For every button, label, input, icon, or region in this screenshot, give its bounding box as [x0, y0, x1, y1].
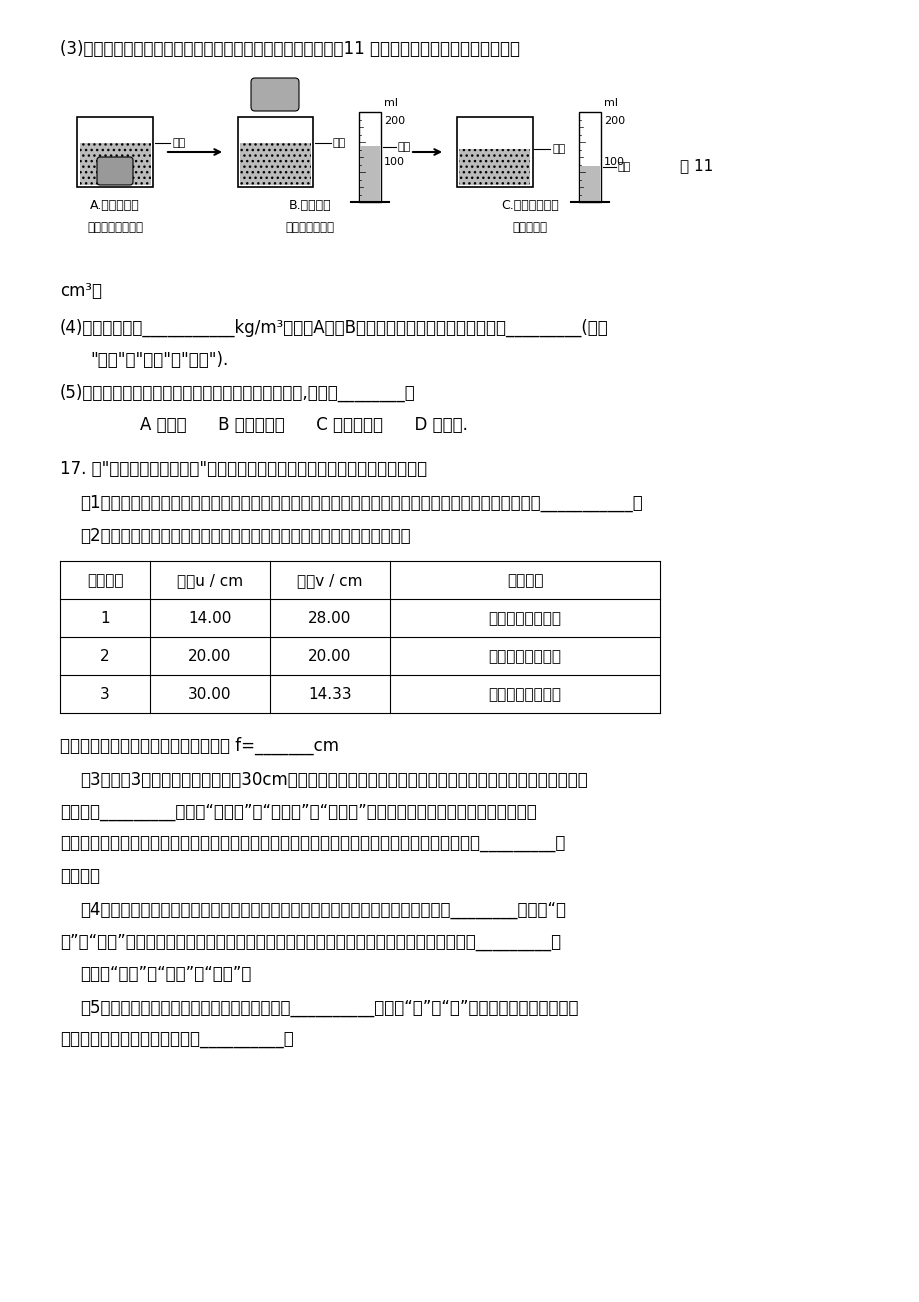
Text: 实验序号: 实验序号	[86, 573, 123, 587]
Text: 物距u / cm: 物距u / cm	[176, 573, 243, 587]
Text: (4)矿石的密度是___________kg/m³，从图A到图B的操作引起的密度测量值比真实值_________(选填: (4)矿石的密度是___________kg/m³，从图A到图B的操作引起的密度…	[60, 319, 608, 337]
Bar	[578, 112, 600, 202]
Text: 20.00: 20.00	[308, 648, 351, 664]
Text: 近”或“远离”）透镜的方向移动才能在光屏上得到清晰的像。在此过程中像的大小变化情况是_________。: 近”或“远离”）透镜的方向移动才能在光屏上得到清晰的像。在此过程中像的大小变化情…	[60, 932, 561, 950]
Text: ml: ml	[383, 98, 398, 108]
Bar	[457, 117, 532, 187]
Text: （3）实验3中把烛焰放在距凸透镜30cm处时，在凸透镜的另一侧移动光屏，会在光屏上得到一个清晰的像，: （3）实验3中把烛焰放在距凸透镜30cm处时，在凸透镜的另一侧移动光屏，会在光屏…	[80, 771, 587, 789]
Text: 镜的位置不变，将蜡烛与光屏的位置对调后，在光屏上也会出现一个清晰的像，这时所成的像是_________、: 镜的位置不变，将蜡烛与光屏的位置对调后，在光屏上也会出现一个清晰的像，这时所成的…	[60, 835, 565, 853]
Text: B.取出矿石: B.取出矿石	[289, 199, 331, 212]
Text: 100: 100	[604, 156, 624, 167]
Bar	[239, 143, 311, 185]
Text: 杯中至标记: 杯中至标记	[512, 221, 547, 234]
Text: 标记: 标记	[332, 138, 346, 148]
Text: （1）把蜡烛、凸透镜和光屏放置在光具座上，点燃蜡烛后，应调整烛焰中心、凸透镜中心和光屏中心在___________。: （1）把蜡烛、凸透镜和光屏放置在光具座上，点燃蜡烛后，应调整烛焰中心、凸透镜中心…	[80, 493, 642, 512]
Bar	[359, 146, 380, 201]
Text: 标记: 标记	[552, 145, 565, 155]
Text: 标记: 标记	[618, 161, 630, 172]
Text: 倒立，等大，实像: 倒立，等大，实像	[488, 648, 561, 664]
Text: 标记: 标记	[398, 142, 411, 152]
Bar	[358, 112, 380, 202]
Text: (5)本实验中测矿石体积的方法在初中物理中经常见到,它属于________。: (5)本实验中测矿石体积的方法在初中物理中经常见到,它属于________。	[60, 384, 415, 402]
Text: cm³，: cm³，	[60, 283, 102, 299]
Text: 的实像。: 的实像。	[60, 867, 100, 884]
Text: 14.33: 14.33	[308, 686, 351, 702]
Text: 倒立，缩小，实像: 倒立，缩小，实像	[488, 686, 561, 702]
Text: 17. 在"探究凸透镜成像规律"的实验中，各组使用相同焦距的凸透镜进行实验。: 17. 在"探究凸透镜成像规律"的实验中，各组使用相同焦距的凸透镜进行实验。	[60, 460, 426, 478]
Text: （5）蜡烛随着燃烧而变短，光屏上成的像将向__________（选填“上”或“下”）移动。由于影响到了实: （5）蜡烛随着燃烧而变短，光屏上成的像将向__________（选填“上”或“下…	[80, 999, 578, 1017]
Text: C.量筒中水倒入: C.量筒中水倒入	[501, 199, 558, 212]
Text: 图 11: 图 11	[679, 159, 712, 173]
Text: 100: 100	[383, 156, 404, 167]
Text: 标记: 标记	[173, 138, 186, 148]
Bar	[579, 165, 599, 201]
Text: （4）实验中，光屏上已成清晰的、缩小的像，若此时将蜡烛远离透镜，则光屏应向________（选填“靠: （4）实验中，光屏上已成清晰的、缩小的像，若此时将蜡烛远离透镜，则光屏应向___…	[80, 901, 565, 919]
Text: 像距v / cm: 像距v / cm	[297, 573, 362, 587]
Text: ml: ml	[604, 98, 618, 108]
Text: 200: 200	[604, 116, 624, 126]
Bar	[459, 150, 530, 185]
Text: 倒立，放大，实像: 倒立，放大，实像	[488, 611, 561, 626]
Text: （2）小华所在的小组实验操作规范，测量准确，该小组实验记录如下表：: （2）小华所在的小组实验操作规范，测量准确，该小组实验记录如下表：	[80, 527, 410, 546]
Bar	[77, 117, 153, 187]
Text: A.加水到标记: A.加水到标记	[90, 199, 140, 212]
Text: 生活中的_________（选填“照相机”、“投影仪”或“放大镜”）应用了这个成像规律。如果保持凸透: 生活中的_________（选填“照相机”、“投影仪”或“放大镜”）应用了这个成…	[60, 802, 536, 820]
Text: 像的性质: 像的性质	[506, 573, 542, 587]
Text: 验的进行，这时最合理的调整是__________。: 验的进行，这时最合理的调整是__________。	[60, 1031, 293, 1049]
Text: (3)因矿石体积较大，放不进量筒，因此他利用一只烧杯，按图11 所示方法进行测量，矿石的体积是: (3)因矿石体积较大，放不进量筒，因此他利用一只烧杯，按图11 所示方法进行测量…	[60, 40, 519, 59]
Text: 3: 3	[100, 686, 109, 702]
Text: 20.00: 20.00	[188, 648, 232, 664]
Bar	[79, 143, 151, 185]
Bar	[237, 117, 312, 187]
Text: 14.00: 14.00	[188, 611, 232, 626]
FancyBboxPatch shape	[96, 158, 133, 185]
Text: 30.00: 30.00	[188, 686, 232, 702]
Text: 200: 200	[383, 116, 404, 126]
Text: 1: 1	[100, 611, 109, 626]
Text: 请你根据上表信息，求出凸透镜的焦距 f=_______cm: 请你根据上表信息，求出凸透镜的焦距 f=_______cm	[60, 736, 338, 755]
Text: 2: 2	[100, 648, 109, 664]
FancyBboxPatch shape	[251, 78, 299, 111]
Text: （矿石浸没水中）: （矿石浸没水中）	[87, 221, 142, 234]
Text: "偏大"、"偏小"、"不变").: "偏大"、"偏小"、"不变").	[90, 350, 228, 368]
Text: （选填“变大”、“变小”或“不变”）: （选填“变大”、“变小”或“不变”）	[80, 965, 251, 983]
Text: （准备补充水）: （准备补充水）	[285, 221, 335, 234]
Text: A 类比法      B 等效替代法      C 控制变量法      D 归纳法.: A 类比法 B 等效替代法 C 控制变量法 D 归纳法.	[140, 417, 468, 434]
Text: 28.00: 28.00	[308, 611, 351, 626]
